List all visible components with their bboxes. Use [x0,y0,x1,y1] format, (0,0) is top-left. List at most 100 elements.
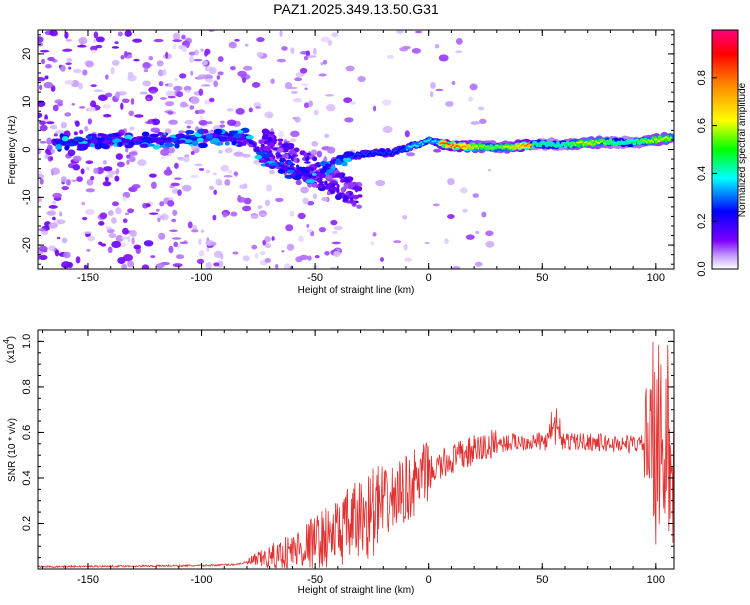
y-tick-label: 0 [21,146,33,152]
ridge-blob [611,142,613,145]
ridge-blob [350,156,353,159]
ridge-blob [223,136,225,139]
noise-blob [248,107,253,113]
noise-blob [129,229,138,237]
ridge-blob [558,144,561,147]
noise-blob [237,70,247,77]
noise-blob [290,130,300,138]
noise-blob [142,62,151,69]
dispersion-blob [340,186,346,193]
noise-blob [194,163,203,167]
noise-blob [232,251,239,255]
ridge-blob [343,151,353,157]
ridge-blob [622,142,625,145]
noise-blob [172,209,178,216]
noise-blob [242,255,250,262]
noise-blob [320,62,324,66]
noise-blob [326,104,336,112]
noise-blob [306,55,317,58]
noise-blob [179,241,189,245]
ridge-blob [369,154,372,157]
noise-blob [38,36,44,43]
noise-blob [65,62,72,65]
dispersion-blob [327,182,333,189]
noise-blob [120,102,124,110]
noise-blob [167,200,175,207]
ridge-blob [549,144,551,147]
noise-blob [306,200,315,206]
ridge-blob [572,142,575,145]
ridge-blob [246,139,249,142]
dispersion-blob [352,200,357,206]
noise-blob [121,263,128,269]
dispersion-blob [324,180,328,186]
ridge-blob [504,145,507,148]
noise-blob [165,90,175,97]
noise-blob [149,173,157,178]
x-tick-label: 50 [536,574,548,586]
noise-blob [212,214,217,221]
ridge-blob [206,133,213,139]
ridge-blob [584,141,586,144]
ridge-blob [482,145,485,148]
ridge-blob [87,140,90,143]
ridge-blob [302,172,305,175]
ridge-blob [361,151,364,154]
ridge-blob [520,144,523,147]
noise-blob [324,94,334,97]
noise-blob [158,81,164,87]
ridge-blob [426,139,429,142]
ridge-blob [304,174,307,177]
ridge-blob [530,145,532,148]
ridge-blob [434,139,437,142]
dispersion-blob [312,156,317,162]
ridge-blob [296,171,299,174]
noise-blob [60,64,66,72]
ridge-blob [447,143,450,146]
noise-blob [298,235,304,243]
noise-blob [190,70,194,76]
ridge-blob [617,143,620,146]
noise-blob [105,174,114,178]
ridge-blob [191,140,199,146]
noise-blob [244,43,249,47]
ridge-blob [428,139,431,142]
dispersion-blob [280,154,288,159]
noise-blob [434,44,440,49]
noise-blob [372,232,377,237]
noise-blob [264,257,271,264]
ridge-blob [557,143,559,146]
ridge-blob [544,142,547,145]
noise-blob [159,97,167,100]
noise-blob [227,119,237,126]
noise-blob [301,83,309,86]
noise-blob [121,236,131,240]
noise-blob [242,76,247,84]
ridge-blob [625,139,628,142]
dispersion-blob [271,143,275,147]
ridge-blob [564,144,567,147]
noise-blob [87,118,92,125]
ridge-blob [568,145,570,148]
noise-blob [251,244,258,250]
noise-blob [345,65,355,72]
noise-blob [318,226,326,233]
noise-blob [188,51,196,56]
ridge-blob [587,142,590,145]
noise-blob [297,212,306,220]
noise-blob [396,30,404,34]
noise-blob [256,37,265,43]
noise-blob [75,256,81,264]
ridge-blob [161,134,167,139]
noise-blob [38,174,45,179]
noise-blob [402,214,408,220]
ridge-blob [334,160,344,165]
ridge-blob [383,152,386,155]
noise-blob [284,81,293,90]
ridge-blob [279,158,287,163]
noise-blob [114,175,120,182]
noise-blob [208,186,215,190]
ridge-blob [550,145,553,148]
noise-blob [286,243,295,251]
noise-blob [455,38,463,45]
